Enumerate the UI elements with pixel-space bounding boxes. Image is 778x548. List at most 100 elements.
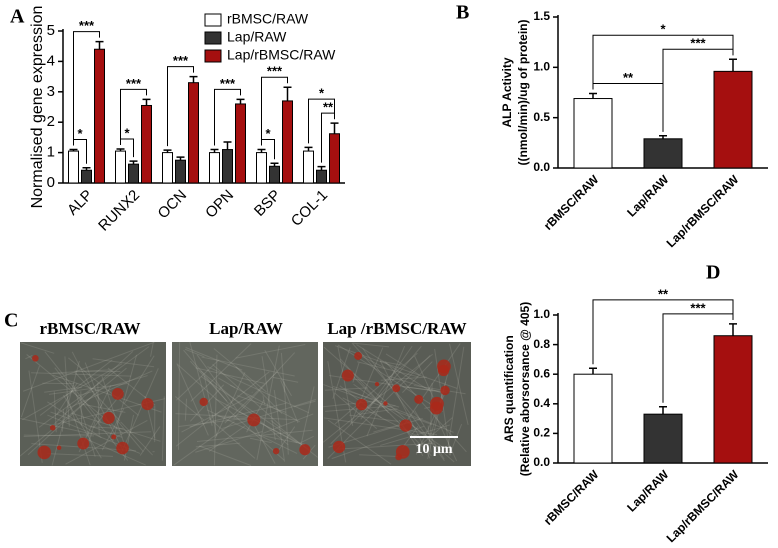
texture <box>273 390 286 462</box>
significance-label: *** <box>690 300 706 315</box>
error-bar <box>116 148 125 152</box>
bar <box>269 165 280 184</box>
y-axis-label: Normalised gene expression <box>29 6 46 209</box>
texture <box>178 417 248 428</box>
texture <box>235 366 283 415</box>
panel-label: C <box>4 310 18 332</box>
texture <box>54 367 129 461</box>
texture <box>123 355 155 405</box>
texture <box>357 353 386 369</box>
significance-label: ** <box>623 70 634 85</box>
texture <box>203 375 218 437</box>
texture <box>92 358 155 368</box>
texture <box>208 417 256 459</box>
error-bar <box>176 156 185 161</box>
texture <box>256 345 280 461</box>
texture <box>176 359 220 401</box>
significance-bracket <box>167 66 194 147</box>
texture <box>402 361 433 394</box>
significance-bracket <box>592 299 734 365</box>
texture <box>54 350 134 425</box>
texture <box>65 419 148 465</box>
texture <box>51 360 80 466</box>
bar <box>713 70 753 169</box>
stain <box>272 447 280 455</box>
texture <box>22 341 155 392</box>
texture <box>101 375 127 452</box>
texture <box>235 344 306 359</box>
stain <box>354 352 363 360</box>
texture <box>369 345 422 408</box>
error-bar <box>95 40 104 50</box>
texture <box>332 385 400 408</box>
texture <box>213 354 218 466</box>
texture <box>64 356 70 427</box>
panel-label: A <box>10 6 25 28</box>
texture <box>272 376 299 383</box>
texture <box>332 347 351 399</box>
texture <box>50 411 123 438</box>
stain <box>437 359 451 374</box>
stain <box>77 437 90 450</box>
texture <box>190 343 252 402</box>
significance-label: ** <box>658 286 669 301</box>
texture <box>362 348 445 462</box>
significance-bracket <box>261 76 288 146</box>
texture <box>212 363 282 427</box>
legend-label: Lap/RAW <box>227 29 287 45</box>
texture <box>116 420 144 453</box>
x-tick-label: Lap/rBMSC/RAW <box>664 172 742 250</box>
significance-label: *** <box>267 64 283 79</box>
texture <box>189 402 287 428</box>
texture <box>214 372 246 438</box>
stain <box>111 434 117 440</box>
texture <box>356 344 432 393</box>
texture <box>280 352 285 393</box>
texture <box>413 384 466 395</box>
stain <box>37 445 52 460</box>
texture <box>380 424 451 446</box>
texture <box>183 349 229 404</box>
error-bar <box>729 323 737 336</box>
bar <box>643 138 683 169</box>
texture <box>385 353 420 376</box>
significance-label: * <box>319 86 325 101</box>
texture <box>53 391 57 433</box>
texture <box>334 392 378 430</box>
legend-swatch <box>204 49 222 63</box>
texture <box>20 417 92 435</box>
texture <box>175 371 270 447</box>
texture <box>68 370 153 409</box>
legend-label: rBMSC/RAW <box>227 11 309 27</box>
y-tick-label: 0.2 <box>533 426 550 440</box>
significance-label: *** <box>690 36 706 51</box>
bar <box>573 373 613 464</box>
error-bar <box>142 98 151 106</box>
texture <box>198 445 252 466</box>
x-tick-label: BSP <box>251 187 284 220</box>
texture <box>237 395 287 413</box>
y-tick-label: 0.6 <box>533 366 550 380</box>
stain <box>299 444 311 456</box>
error-bar <box>236 98 245 104</box>
texture <box>334 345 458 389</box>
bar <box>115 150 126 184</box>
texture <box>419 417 453 446</box>
error-bar <box>163 149 172 153</box>
texture <box>184 398 188 421</box>
y-tick-label: 1 <box>47 144 55 161</box>
error-bar <box>589 92 597 99</box>
texture <box>207 366 310 414</box>
texture <box>112 354 138 442</box>
y-tick-label: 0.8 <box>533 337 550 351</box>
texture <box>201 356 295 377</box>
panel-label: D <box>706 262 720 284</box>
x-tick-label: ALP <box>64 187 96 219</box>
texture <box>327 419 392 465</box>
stain <box>341 369 354 382</box>
texture <box>189 342 213 426</box>
error-bar <box>270 162 279 167</box>
texture <box>229 384 300 423</box>
y-axis-label: (Relative aborsorsance @ 405) <box>518 302 532 476</box>
